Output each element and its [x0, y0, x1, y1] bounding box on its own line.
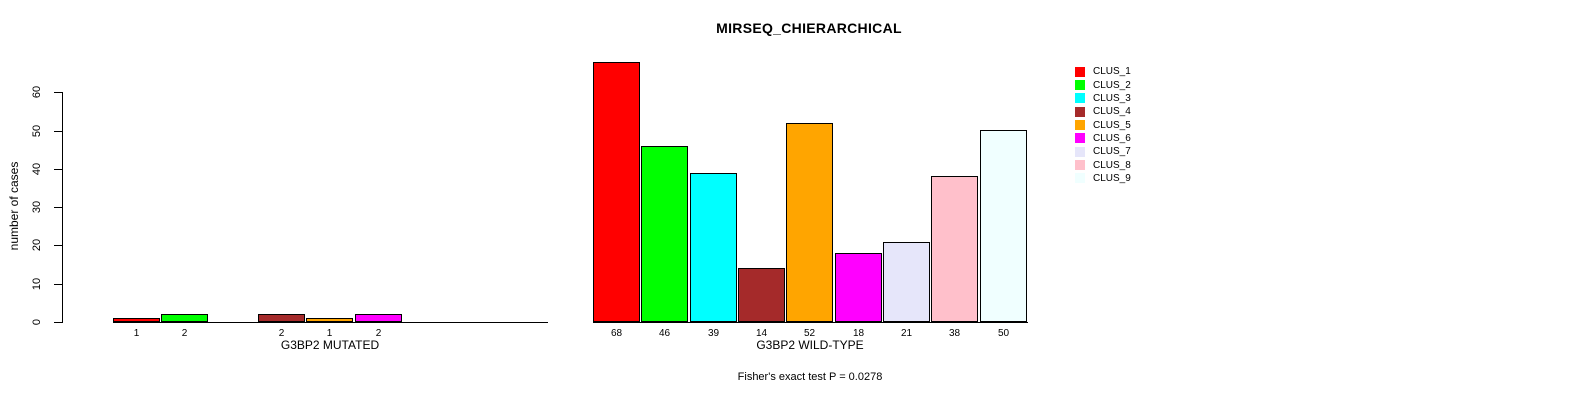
- legend-item-CLUS_3: CLUS_3: [1075, 92, 1131, 105]
- legend-item-CLUS_5: CLUS_5: [1075, 118, 1131, 131]
- legend-item-CLUS_2: CLUS_2: [1075, 78, 1131, 91]
- legend-item-CLUS_7: CLUS_7: [1075, 145, 1131, 158]
- legend-label: CLUS_1: [1093, 66, 1131, 77]
- y-tick-label: 10: [30, 264, 44, 304]
- bar-CLUS_2: [641, 146, 688, 322]
- x-axis-label-mutated: G3BP2 MUTATED: [180, 338, 480, 352]
- legend-label: CLUS_3: [1093, 93, 1131, 104]
- y-tick-mark: [54, 245, 62, 246]
- bar-CLUS_1: [113, 318, 160, 322]
- legend-label: CLUS_8: [1093, 160, 1131, 171]
- y-tick-label: 30: [30, 187, 44, 227]
- bar-value-label: 68: [592, 328, 641, 340]
- x-axis-label-wildtype: G3BP2 WILD-TYPE: [660, 338, 960, 352]
- bar-CLUS_4: [258, 314, 305, 322]
- legend-swatch-icon: [1075, 147, 1085, 157]
- bar-value-label: 50: [979, 328, 1028, 340]
- legend-item-CLUS_6: CLUS_6: [1075, 132, 1131, 145]
- bar-CLUS_1: [593, 62, 640, 322]
- bar-CLUS_7: [883, 242, 930, 322]
- y-axis-line: [62, 92, 63, 323]
- bar-value-label: 1: [112, 328, 161, 340]
- legend-item-CLUS_8: CLUS_8: [1075, 158, 1131, 171]
- bar-CLUS_6: [355, 314, 402, 322]
- bar-CLUS_5: [786, 123, 833, 322]
- y-tick-mark: [54, 322, 62, 323]
- y-tick-label: 0: [30, 302, 44, 342]
- y-tick-mark: [54, 207, 62, 208]
- y-tick-label: 60: [30, 72, 44, 112]
- y-tick-mark: [54, 92, 62, 93]
- legend-swatch-icon: [1075, 160, 1085, 170]
- legend-swatch-icon: [1075, 67, 1085, 77]
- legend-label: CLUS_7: [1093, 146, 1131, 157]
- legend-item-CLUS_1: CLUS_1: [1075, 65, 1131, 78]
- bar-CLUS_4: [738, 268, 785, 322]
- bar-CLUS_9: [980, 130, 1027, 322]
- y-tick-label: 20: [30, 225, 44, 265]
- legend-label: CLUS_4: [1093, 106, 1131, 117]
- x-axis-baseline: [593, 322, 1028, 323]
- legend-item-CLUS_9: CLUS_9: [1075, 172, 1131, 185]
- chart-title: MIRSEQ_CHIERARCHICAL: [609, 20, 1009, 36]
- legend-label: CLUS_9: [1093, 173, 1131, 184]
- y-axis-label: number of cases: [7, 136, 21, 276]
- y-tick-mark: [54, 284, 62, 285]
- chart-canvas: MIRSEQ_CHIERARCHICAL number of cases 010…: [0, 0, 1590, 400]
- legend-item-CLUS_4: CLUS_4: [1075, 105, 1131, 118]
- legend-swatch-icon: [1075, 80, 1085, 90]
- bar-CLUS_2: [161, 314, 208, 322]
- y-tick-label: 40: [30, 149, 44, 189]
- legend-swatch-icon: [1075, 133, 1085, 143]
- bar-CLUS_8: [931, 176, 978, 322]
- bar-CLUS_6: [835, 253, 882, 322]
- y-tick-mark: [54, 131, 62, 132]
- legend-swatch-icon: [1075, 107, 1085, 117]
- legend-label: CLUS_5: [1093, 120, 1131, 131]
- fisher-test-annotation: Fisher's exact test P = 0.0278: [610, 371, 1010, 383]
- legend-label: CLUS_2: [1093, 80, 1131, 91]
- legend: CLUS_1 CLUS_2 CLUS_3 CLUS_4 CLUS_5 CLUS_6 CLUS…: [1075, 65, 1131, 185]
- x-axis-baseline: [113, 322, 548, 323]
- y-tick-label: 50: [30, 111, 44, 151]
- legend-swatch-icon: [1075, 93, 1085, 103]
- legend-swatch-icon: [1075, 173, 1085, 183]
- bar-CLUS_3: [690, 173, 737, 322]
- legend-label: CLUS_6: [1093, 133, 1131, 144]
- bar-CLUS_5: [306, 318, 353, 322]
- legend-swatch-icon: [1075, 120, 1085, 130]
- y-tick-mark: [54, 169, 62, 170]
